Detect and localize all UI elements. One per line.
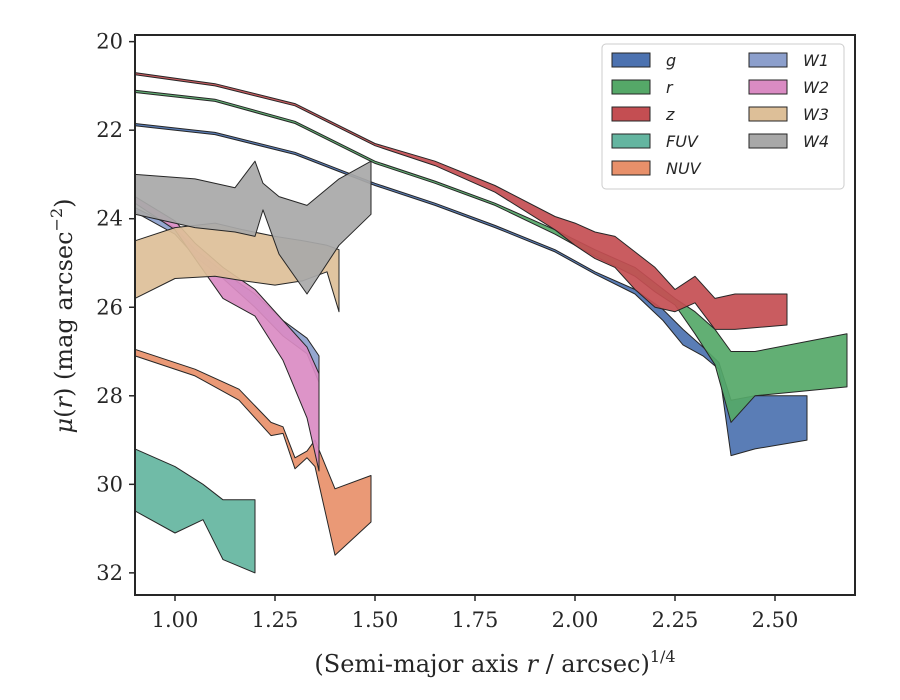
legend-swatch-g — [611, 52, 651, 68]
band-w4 — [134, 160, 372, 295]
legend-label-w4: W4 — [803, 132, 829, 151]
legend-label-w3: W3 — [803, 105, 829, 124]
legend: grz FUV NUV W1 W2 W3 W4 — [601, 43, 845, 190]
x-tick-label: 2.00 — [552, 608, 599, 632]
legend-swatch-fuv — [611, 133, 651, 149]
band-g — [134, 123, 808, 457]
y-tick-label: 22 — [96, 118, 123, 142]
y-axis-label: μ(r) (mag arcsec−2) — [47, 198, 78, 433]
band-nuv — [134, 348, 372, 556]
y-tick-label: 30 — [96, 472, 123, 496]
y-tick-label: 24 — [96, 207, 123, 231]
legend-swatch-w2 — [748, 79, 788, 95]
band-z — [134, 72, 788, 330]
y-tick-label: 20 — [96, 30, 123, 54]
y-tick-label: 28 — [96, 384, 123, 408]
legend-label-fuv: FUV — [666, 132, 699, 151]
x-tick-label: 1.25 — [252, 608, 299, 632]
x-axis-label: (Semi-major axis r / arcsec)1/4 — [314, 647, 675, 678]
legend-label-w2: W2 — [803, 78, 829, 97]
x-tick-label: 1.75 — [452, 608, 499, 632]
y-axis-ticks: 20 22 24 26 28 30 32 — [96, 30, 135, 585]
x-tick-label: 1.50 — [352, 608, 399, 632]
legend-swatch-z — [611, 106, 651, 122]
legend-label-g: g — [666, 51, 676, 70]
legend-swatch-w3 — [748, 106, 788, 122]
x-tick-label: 2.50 — [752, 608, 799, 632]
legend-swatch-r — [611, 79, 651, 95]
band-r — [134, 89, 848, 423]
x-tick-label: 1.00 — [152, 608, 199, 632]
legend-label-z: z — [665, 105, 675, 124]
legend-swatch-w4 — [748, 133, 788, 149]
x-axis-ticks: 1.00 1.25 1.50 1.75 2.00 2.25 2.50 — [152, 595, 799, 632]
y-tick-label: 26 — [96, 295, 123, 319]
x-tick-label: 2.25 — [652, 608, 699, 632]
bands-layer — [134, 72, 848, 574]
y-tick-label: 32 — [96, 561, 123, 585]
legend-label-nuv: NUV — [666, 159, 702, 178]
legend-label-w1: W1 — [803, 51, 829, 70]
legend-swatch-nuv — [611, 160, 651, 176]
legend-label-r: r — [666, 78, 674, 97]
legend-swatch-w1 — [748, 52, 788, 68]
plot-frame — [134, 34, 856, 596]
band-fuv — [134, 448, 256, 574]
